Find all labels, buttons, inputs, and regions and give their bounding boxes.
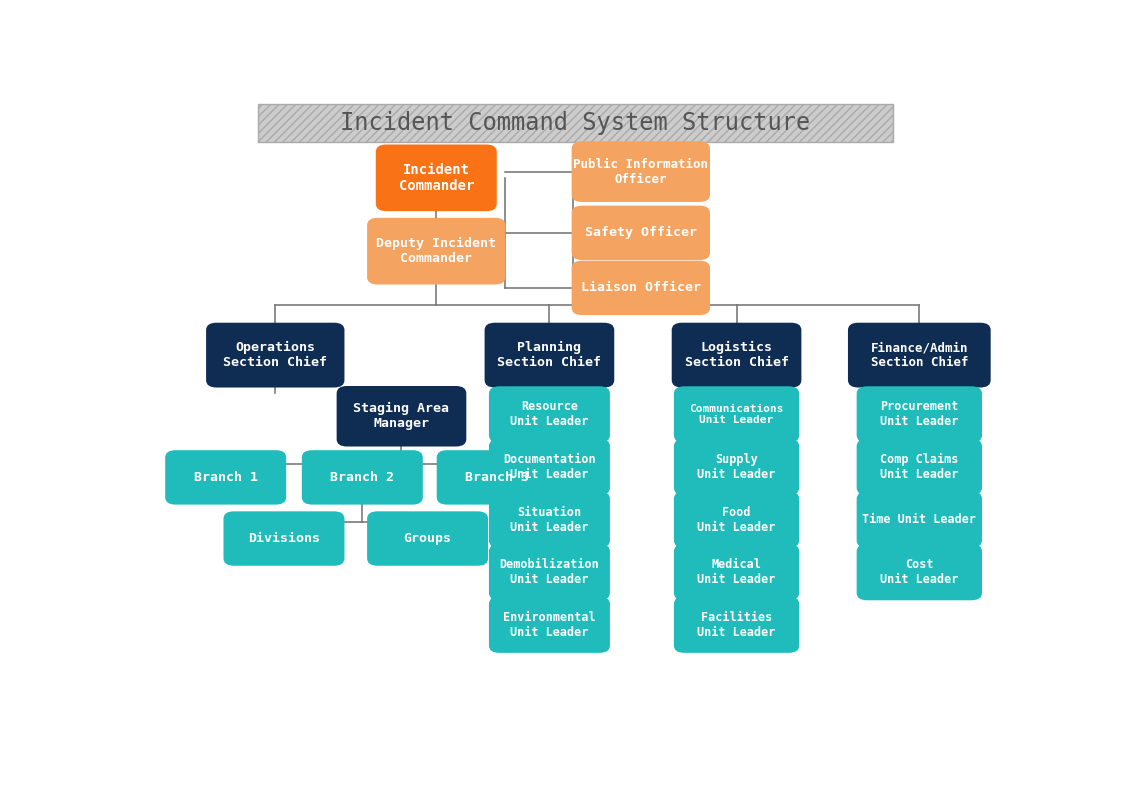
Text: Procurement
Unit Leader: Procurement Unit Leader <box>880 400 959 429</box>
Text: Comp Claims
Unit Leader: Comp Claims Unit Leader <box>880 453 959 481</box>
Text: Documentation
Unit Leader: Documentation Unit Leader <box>503 453 595 481</box>
Text: Supply
Unit Leader: Supply Unit Leader <box>697 453 776 481</box>
Text: Safety Officer: Safety Officer <box>585 226 696 239</box>
Text: Deputy Incident
Commander: Deputy Incident Commander <box>376 237 496 265</box>
FancyBboxPatch shape <box>489 491 610 548</box>
FancyBboxPatch shape <box>857 439 982 495</box>
Text: Resource
Unit Leader: Resource Unit Leader <box>510 400 588 429</box>
FancyBboxPatch shape <box>437 450 558 505</box>
Text: Incident
Commander: Incident Commander <box>399 163 474 193</box>
Text: Planning
Section Chief: Planning Section Chief <box>497 341 602 369</box>
Text: Facilities
Unit Leader: Facilities Unit Leader <box>697 611 776 638</box>
FancyBboxPatch shape <box>376 145 496 211</box>
Text: Logistics
Section Chief: Logistics Section Chief <box>685 341 788 369</box>
FancyBboxPatch shape <box>489 387 610 442</box>
Text: Cost
Unit Leader: Cost Unit Leader <box>880 558 959 586</box>
FancyBboxPatch shape <box>485 322 614 387</box>
FancyBboxPatch shape <box>367 218 505 284</box>
FancyBboxPatch shape <box>489 544 610 600</box>
FancyBboxPatch shape <box>207 322 345 387</box>
FancyBboxPatch shape <box>489 596 610 653</box>
FancyBboxPatch shape <box>165 450 286 505</box>
Text: Incident Command System Structure: Incident Command System Structure <box>340 111 811 135</box>
Text: Demobilization
Unit Leader: Demobilization Unit Leader <box>500 558 600 586</box>
Text: Time Unit Leader: Time Unit Leader <box>862 513 976 526</box>
FancyBboxPatch shape <box>674 491 800 548</box>
FancyBboxPatch shape <box>337 386 466 446</box>
FancyBboxPatch shape <box>857 544 982 600</box>
FancyBboxPatch shape <box>367 511 489 566</box>
Text: Branch 1: Branch 1 <box>193 471 257 484</box>
FancyBboxPatch shape <box>572 206 710 260</box>
Text: Medical
Unit Leader: Medical Unit Leader <box>697 558 776 586</box>
Text: Finance/Admin
Section Chief: Finance/Admin Section Chief <box>870 341 968 369</box>
FancyBboxPatch shape <box>857 387 982 442</box>
Text: Groups: Groups <box>403 532 451 545</box>
Text: Operations
Section Chief: Operations Section Chief <box>223 341 327 369</box>
Text: Communications
Unit Leader: Communications Unit Leader <box>690 403 784 426</box>
FancyBboxPatch shape <box>672 322 802 387</box>
FancyBboxPatch shape <box>674 596 800 653</box>
FancyBboxPatch shape <box>258 104 893 142</box>
FancyBboxPatch shape <box>302 450 422 505</box>
FancyBboxPatch shape <box>674 439 800 495</box>
FancyBboxPatch shape <box>223 511 345 566</box>
Text: Public Information
Officer: Public Information Officer <box>574 158 709 186</box>
Text: Branch 2: Branch 2 <box>330 471 394 484</box>
FancyBboxPatch shape <box>489 439 610 495</box>
Text: Branch 3: Branch 3 <box>465 471 529 484</box>
Text: Environmental
Unit Leader: Environmental Unit Leader <box>503 611 595 638</box>
FancyBboxPatch shape <box>848 322 990 387</box>
Text: Situation
Unit Leader: Situation Unit Leader <box>510 506 588 534</box>
Text: Divisions: Divisions <box>248 532 320 545</box>
FancyBboxPatch shape <box>572 141 710 202</box>
FancyBboxPatch shape <box>674 387 800 442</box>
Text: Liaison Officer: Liaison Officer <box>581 281 701 295</box>
FancyBboxPatch shape <box>857 491 982 548</box>
FancyBboxPatch shape <box>572 260 710 315</box>
Text: Staging Area
Manager: Staging Area Manager <box>354 403 449 430</box>
FancyBboxPatch shape <box>674 544 800 600</box>
Text: Food
Unit Leader: Food Unit Leader <box>697 506 776 534</box>
